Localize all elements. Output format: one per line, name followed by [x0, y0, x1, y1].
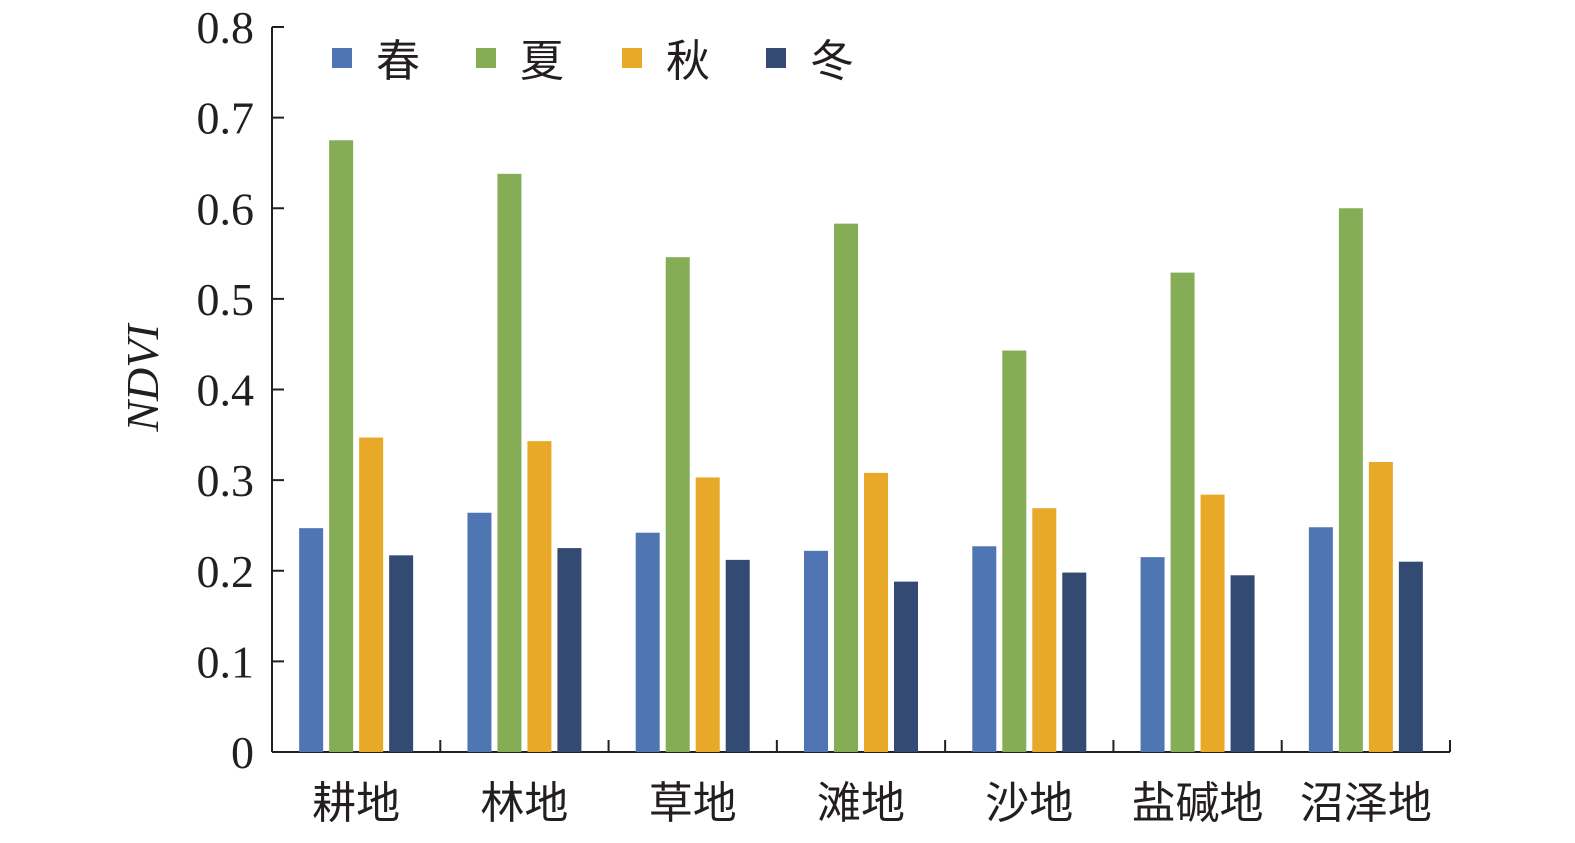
legend-swatch	[766, 48, 786, 68]
x-category-label: 盐碱地	[1132, 779, 1264, 828]
x-category-label: 草地	[649, 779, 737, 828]
bar	[665, 257, 690, 752]
y-tick-label: 0.1	[197, 636, 255, 687]
y-tick-label: 0.8	[197, 2, 255, 53]
y-tick-label: 0.3	[197, 455, 255, 506]
x-category-label: 耕地	[312, 779, 400, 828]
bars	[299, 140, 1423, 752]
x-category-label: 沼泽地	[1300, 779, 1432, 828]
bar	[635, 532, 660, 752]
bar	[864, 472, 888, 752]
legend-swatch	[476, 48, 496, 68]
bar	[1140, 557, 1165, 752]
x-category-label: 滩地	[817, 779, 905, 828]
y-tick-label: 0.5	[197, 274, 255, 325]
bar	[894, 581, 918, 752]
legend-swatch	[622, 48, 642, 68]
y-tick-label: 0	[231, 727, 254, 778]
y-tick-label: 0.4	[197, 365, 255, 416]
y-tick-label: 0.7	[197, 93, 255, 144]
bar	[1398, 561, 1423, 752]
bar	[1230, 575, 1255, 752]
y-axis-title: NDVI	[117, 322, 168, 433]
legend-swatch	[332, 48, 352, 68]
legend-label: 冬	[810, 37, 854, 86]
legend-label: 春	[376, 37, 420, 86]
bar	[359, 437, 384, 752]
legend-label: 夏	[520, 37, 564, 86]
bar	[557, 548, 582, 752]
bar	[834, 223, 858, 752]
bar	[389, 555, 414, 752]
bar	[467, 512, 492, 752]
bar	[1338, 208, 1363, 752]
bar	[804, 550, 828, 752]
bar	[1368, 462, 1393, 752]
x-category-label: 沙地	[985, 779, 1073, 828]
bar	[1308, 527, 1333, 752]
bar	[329, 140, 354, 752]
bar	[1062, 572, 1087, 752]
y-tick-label: 0.6	[197, 183, 255, 234]
bar	[1002, 350, 1027, 752]
bar	[1032, 508, 1057, 752]
bar	[1200, 494, 1225, 752]
bar	[527, 441, 552, 752]
bar	[1170, 272, 1195, 752]
bar	[497, 173, 522, 752]
bar	[725, 559, 750, 752]
y-tick-label: 0.2	[197, 546, 255, 597]
axes: 0 0.1 0.2 0.3 0.4 0.5 0.6 0.7 0.8 耕地 林地 草地 滩地 沙地 盐碱地 沼泽…	[197, 2, 1451, 828]
bar	[972, 546, 997, 752]
legend: 春夏秋冬	[332, 37, 854, 86]
legend-label: 秋	[666, 37, 710, 86]
bar	[299, 528, 324, 752]
x-category-label: 林地	[480, 779, 568, 828]
bar	[695, 477, 720, 752]
